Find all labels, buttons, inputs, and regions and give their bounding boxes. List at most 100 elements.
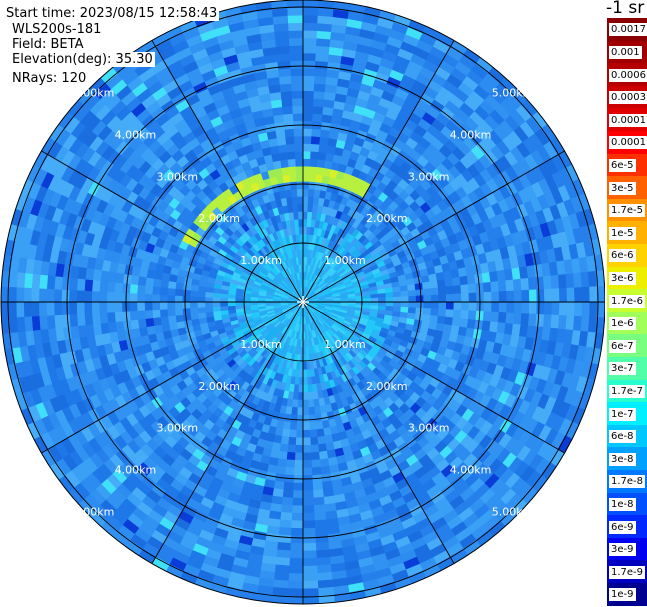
radar-cell [8,286,17,303]
radar-cell [294,226,300,235]
radar-cell [144,301,153,311]
radar-cell [15,301,25,318]
radar-cell [280,90,293,100]
radar-cell [312,113,324,123]
radar-cell [313,90,326,100]
radar-cell [302,97,315,107]
radar-cell [280,504,293,514]
radar-cell [298,218,304,227]
radar-cell [277,450,288,461]
radar-cell [288,29,304,39]
radar-cell [310,459,321,469]
radar-cell [297,211,304,220]
radar-cell [291,90,304,99]
radar-cell [438,294,447,303]
radar-cell [302,580,319,590]
radar-cell [76,289,85,303]
radar-cell [314,519,328,529]
range-ring-label: 5.00km [73,506,115,519]
radar-cell [53,275,64,290]
range-ring-label: 1.00km [324,254,366,267]
radar-cell [505,312,515,325]
radar-cell [302,44,317,54]
colorbar-label: 3e-6 [609,271,636,285]
radar-cell [302,150,312,160]
radar-cell [283,181,292,191]
radar-cell [451,317,462,328]
radar-cell [430,287,440,296]
radar-cell [284,189,293,198]
radar-cell [290,188,298,198]
radar-cell [302,437,311,446]
radar-cell [423,294,432,303]
radar-cell [197,311,207,319]
radar-cell [106,311,116,323]
radar-cell [407,283,416,292]
range-ring-label: 3.00km [157,170,199,183]
radar-cell [291,512,304,522]
radar-cell [520,277,530,291]
radar-cell [307,399,315,408]
radar-cell [302,211,309,220]
radar-cell [482,281,492,293]
radar-cell [310,135,321,145]
radar-cell [292,105,304,114]
colorbar-label: 0.0001 [609,136,647,150]
radar-cell [293,128,304,137]
radar-cell [307,391,314,401]
radar-cell [581,286,591,303]
radar-cell [292,482,304,492]
radar-cell [589,301,598,318]
radar-cell [490,311,500,323]
radar-cell [308,181,316,190]
radar-cell [491,301,500,313]
radar-cell [311,466,322,476]
radar-cell [378,297,387,303]
radar-cell [302,414,310,424]
colorbar-label: 3e-7 [609,362,636,376]
radar-cell [497,280,507,293]
radar-cell [174,294,183,303]
radar-cell [286,143,296,153]
radar-cell [302,444,312,454]
radar-cell [302,29,318,39]
radar-cell [302,550,317,560]
radar-cell [288,22,304,31]
radar-cell [219,301,228,307]
range-ring-label: 4.00km [450,128,492,141]
radar-cell [415,301,425,309]
radar-cell [314,413,323,423]
radar-cell [312,105,324,115]
radar-cell [565,315,575,331]
radar-cell [288,165,297,175]
radar-cell [295,165,304,175]
radar-cell [436,279,447,289]
radar-cell [512,312,522,326]
range-ring-label: 4.00km [115,464,157,477]
radar-cell [298,377,304,386]
radar-cell [284,466,295,476]
range-ring-label: 2.00km [198,380,240,393]
colorbar-label: 0.001 [609,45,642,59]
radar-cell [468,292,477,303]
radar-cell [30,301,40,317]
radar-cell [282,481,294,491]
radar-cell [278,526,292,537]
radar-cell [491,291,500,303]
radar-cell [513,290,523,303]
radar-cell [535,313,545,328]
radar-cell [437,286,447,296]
colorbar-label: 0.0003 [609,91,647,105]
colorbar-label: 1.7e-5 [609,204,646,218]
radar-cell [276,136,287,146]
radar-cell [166,294,176,303]
radar-cell [310,150,320,160]
radar-cell [302,180,310,190]
radar-cell [291,82,304,92]
radar-cell [452,309,462,319]
radar-cell [294,150,304,160]
colorbar-label: 6e-9 [609,520,636,534]
radar-cell [280,158,290,169]
range-ring-label: 5.00km [492,87,534,100]
radar-cell [421,281,431,290]
